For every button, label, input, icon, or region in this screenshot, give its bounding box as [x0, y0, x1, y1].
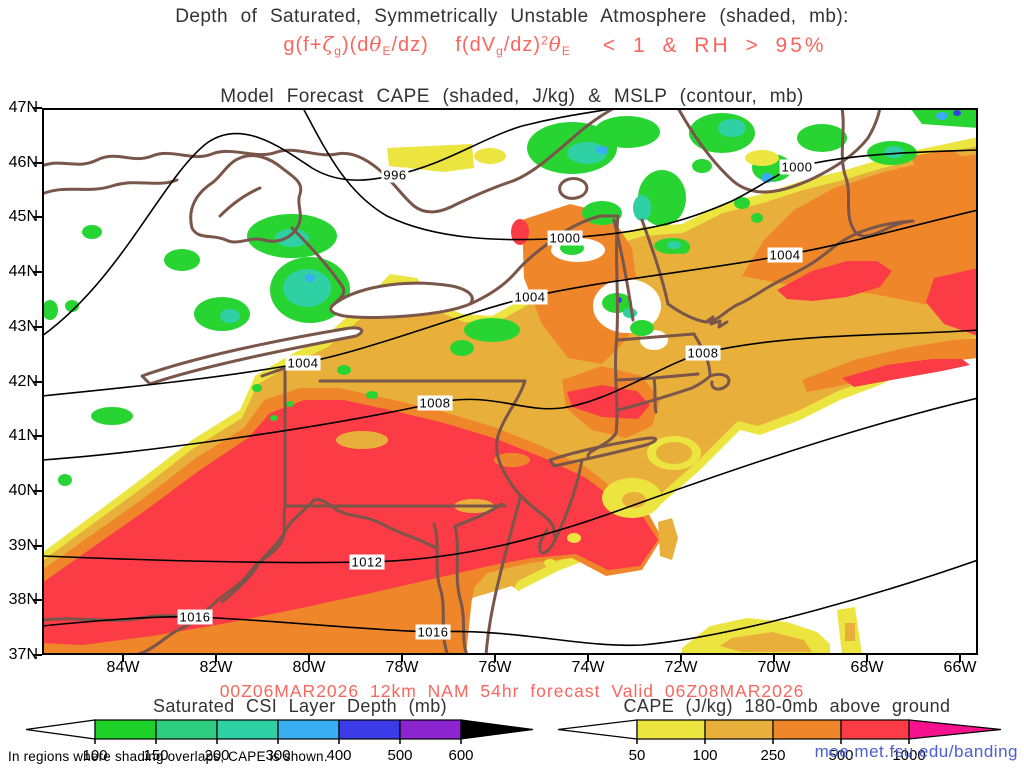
lon-axis-tick: [215, 655, 217, 662]
lat-axis-label: 38N: [8, 591, 38, 609]
lon-axis-tick: [773, 655, 775, 662]
svg-text:400: 400: [326, 747, 351, 764]
svg-text:600: 600: [448, 747, 473, 764]
lat-axis-label: 40N: [8, 481, 38, 499]
formula-numerator: g(f+ζg)(dθE/dz): [283, 31, 429, 58]
lon-axis-label: 80W: [292, 659, 326, 676]
lon-axis-label: 76W: [478, 659, 512, 676]
lat-axis-tick: [33, 107, 42, 109]
lon-axis-tick: [401, 655, 403, 662]
svg-text:50: 50: [629, 747, 646, 764]
mslp-contours: [41, 107, 979, 647]
csi-colorbar-title: Saturated CSI Layer Depth (mb): [152, 696, 448, 716]
mslp-contour-label: 1016: [177, 609, 213, 625]
lat-axis-tick: [33, 271, 42, 274]
formula-condition: < 1 & RH > 95%: [602, 33, 827, 57]
state-borders: [40, 106, 915, 666]
cape-colorbar-title: CAPE (J/kg) 180-0mb above ground: [623, 696, 951, 716]
lon-axis-label: 82W: [199, 659, 233, 676]
lon-axis-tick: [122, 655, 124, 662]
colorbar-canvas: 100 150 200 300 400 500 600: [25, 719, 534, 764]
valid-time-line: 00Z06MAR2026 12km NAM 54hr forecast Vali…: [219, 681, 805, 701]
contour-1008: [41, 329, 979, 461]
overlap-note: In regions where shading overlaps, CAPE …: [8, 749, 328, 764]
svg-text:500: 500: [828, 747, 853, 764]
lon-axis-tick: [308, 655, 310, 662]
mslp-contour-label: 1004: [512, 289, 548, 305]
site-url-link[interactable]: moe.met.fsu.edu/banding: [814, 742, 1018, 761]
svg-text:1000: 1000: [892, 747, 925, 764]
map-frame: [42, 108, 978, 655]
lon-axis-label: 70W: [757, 659, 791, 676]
csi-criterion-formula: g(f+ζg)(dθE/dz) f(dVg/dz)2θE < 1 & RH > …: [0, 28, 1024, 64]
colorbar-canvas: 50 100 250 500 1000: [557, 719, 1002, 764]
lon-axis-label: 74W: [571, 659, 605, 676]
svg-text:500: 500: [387, 747, 412, 764]
lat-axis-tick: [33, 161, 42, 164]
lat-axis-label: 42N: [8, 372, 38, 390]
mslp-contour-label: 1008: [685, 345, 721, 361]
lat-axis-label: 41N: [8, 427, 38, 445]
lat-axis-tick: [33, 599, 42, 602]
mslp-contour-label: 1016: [415, 624, 451, 640]
mslp-contour-label: 1000: [779, 159, 815, 175]
map-canvas: [40, 106, 979, 666]
formula-denominator: f(dVg/dz)2θE: [455, 31, 571, 58]
mslp-contour-label: 1004: [285, 355, 321, 371]
page-title: Depth of Saturated, Symmetrically Unstab…: [175, 6, 849, 27]
contour-1012: [41, 397, 979, 564]
subtitle: Model Forecast CAPE (shaded, J/kg) & MSL…: [220, 86, 804, 107]
lat-axis-tick: [33, 435, 42, 438]
lon-axis-tick: [866, 655, 868, 662]
svg-text:200: 200: [204, 747, 229, 764]
formula-fraction: g(f+ζg)(dθE/dz) f(dVg/dz)2θE: [273, 28, 580, 64]
lat-axis-tick: [33, 489, 42, 492]
svg-text:100: 100: [82, 747, 107, 764]
contour-1016: [41, 559, 979, 647]
contour-996: [41, 107, 618, 337]
lat-axis-label: 37N: [8, 646, 38, 663]
svg-text:150: 150: [143, 747, 168, 764]
contour-1000: [302, 107, 979, 241]
forecast-map: [40, 106, 979, 666]
lon-axis-label: 84W: [106, 659, 140, 676]
csi-colorbar: 100 150 200 300 400 500 600: [20, 714, 560, 768]
lon-axis-label: 66W: [943, 659, 977, 676]
lat-axis-tick: [33, 544, 42, 547]
great-lakes: [140, 281, 474, 386]
mslp-contour-label: 1008: [417, 395, 453, 411]
lake-erie: [140, 326, 364, 386]
mslp-contour-label: 996: [381, 167, 409, 183]
mslp-contour-label: 1012: [349, 554, 385, 570]
lat-axis-label: 46N: [8, 153, 38, 171]
lon-axis-tick: [587, 655, 589, 662]
svg-text:250: 250: [760, 747, 785, 764]
lat-axis-label: 45N: [8, 208, 38, 226]
svg-text:300: 300: [265, 747, 290, 764]
lat-axis-tick: [33, 216, 42, 219]
lon-axis-tick: [680, 655, 682, 662]
lat-axis-tick: [33, 325, 42, 328]
lat-axis-label: 44N: [8, 263, 38, 281]
lat-axis-label: 39N: [8, 536, 38, 554]
mslp-contour-label: 1000: [547, 230, 583, 246]
lon-axis-label: 72W: [664, 659, 698, 676]
lon-axis-label: 68W: [850, 659, 884, 676]
lon-axis-label: 78W: [385, 659, 419, 676]
cape-colorbar: 50 100 250 500 1000: [552, 714, 1017, 768]
lat-axis-label: 47N: [8, 99, 38, 116]
lat-axis-tick: [33, 380, 42, 383]
svg-text:100: 100: [692, 747, 717, 764]
lat-axis-label: 43N: [8, 317, 38, 335]
lon-axis-tick: [959, 655, 961, 662]
mslp-contour-label: 1004: [767, 247, 803, 263]
lat-axis-tick: [33, 654, 42, 656]
lon-axis-tick: [494, 655, 496, 662]
